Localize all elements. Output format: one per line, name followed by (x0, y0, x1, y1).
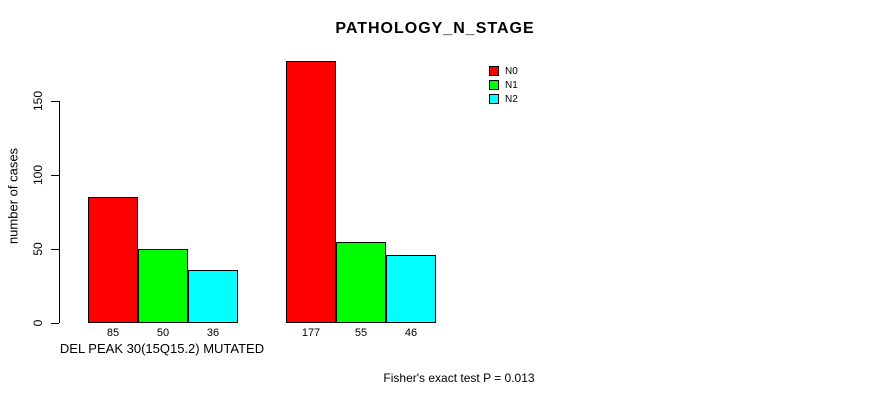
legend-item-n1: N1 (489, 78, 518, 92)
bar-value-label: 177 (301, 327, 321, 339)
x-axis-label: DEL PEAK 30(15Q15.2) MUTATED (59, 341, 265, 356)
legend-swatch-icon (489, 94, 499, 104)
legend-item-n2: N2 (489, 92, 518, 106)
legend: N0 N1 N2 (489, 64, 518, 106)
bar-n1-group1 (138, 249, 188, 323)
chart-title: PATHOLOGY_N_STAGE (335, 20, 535, 37)
bar-value-label: 50 (156, 327, 170, 339)
y-tick-label: 150 (31, 91, 45, 112)
bar-n1-group2 (336, 242, 386, 323)
annotation-text: Fisher's exact test P = 0.013 (383, 371, 535, 385)
legend-swatch-icon (489, 80, 499, 90)
y-tick-mark (51, 322, 59, 324)
bar-n0-group2 (286, 61, 336, 323)
bar-value-label: 55 (354, 327, 368, 339)
y-tick-mark (51, 100, 59, 102)
legend-item-label: N2 (505, 93, 518, 105)
legend-item-label: N1 (505, 79, 518, 91)
y-tick-label: 100 (31, 165, 45, 186)
bar-value-label: 85 (106, 327, 120, 339)
y-tick-label: 0 (31, 319, 45, 327)
bar-n0-group1 (88, 197, 138, 323)
legend-item-label: N0 (505, 65, 518, 77)
bar-n2-group2 (386, 255, 436, 323)
y-axis-label: number of cases (5, 147, 21, 245)
y-tick-mark (51, 174, 59, 176)
bar-n2-group1 (188, 270, 238, 323)
y-tick-mark (51, 248, 59, 250)
legend-swatch-icon (489, 66, 499, 76)
bar-value-label: 36 (206, 327, 220, 339)
bar-value-label: 46 (404, 327, 418, 339)
y-tick-label: 50 (31, 242, 45, 256)
legend-item-n0: N0 (489, 64, 518, 78)
y-axis-line (59, 101, 60, 323)
